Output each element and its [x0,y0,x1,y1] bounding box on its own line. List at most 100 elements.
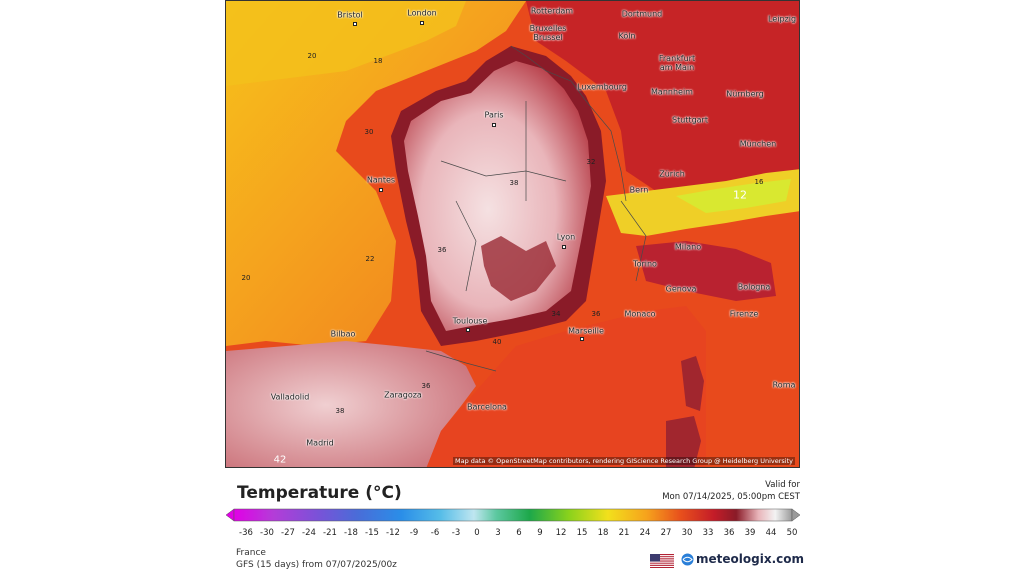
colorbar-tick-label: -30 [260,528,274,538]
colorbar-tick-label: -15 [365,528,379,538]
model-run-label: GFS (15 days) from 07/07/2025/00z [236,560,397,570]
contour-label: 40 [492,338,502,346]
brand-name: meteologix.com [696,552,804,566]
colorbar-tick-label: 15 [576,528,588,538]
legend-title: Temperature (°C) [237,483,402,503]
uk-area [226,1,466,86]
colorbar-tick-label: 33 [702,528,714,538]
city-label-dortmund: Dortmund [621,9,663,19]
city-label-leipzig: Leipzig [767,14,797,24]
city-label-stuttgart: Stuttgart [672,115,708,125]
mediterranean-area [426,306,706,467]
city-label-bologna: Bologna [737,282,771,292]
colorbar-tick-label: 6 [516,528,522,538]
colorbar-tick-label: 24 [639,528,651,538]
city-label-rotterdam: Rotterdam [530,6,574,16]
colorbar-tick-label: -6 [430,528,440,538]
colorbar-left-cap [226,508,235,522]
colorbar-tick-label: -36 [239,528,253,538]
map-attribution: Map data © OpenStreetMap contributors, r… [453,457,795,465]
city-dot-toulouse [466,328,470,332]
city-label-milano: Milano [674,242,702,252]
city-dot-bristol [353,22,357,26]
city-label-koln: Köln [618,31,636,41]
contour-label: 32 [586,158,596,166]
city-label-bilbao: Bilbao [330,329,356,339]
contour-label: 30 [364,128,374,136]
contour-label: 18 [373,57,383,65]
spain-area [226,341,476,467]
globe-icon [681,553,694,565]
city-label-firenze: Firenze [729,309,759,319]
contour-label: 16 [754,178,764,186]
contour-label: 36 [591,310,601,318]
city-label-frankfurt: Frankfurt am Main [658,54,696,72]
colorbar-tick-label: 50 [786,528,798,538]
colorbar-tick-label: -3 [451,528,461,538]
colorbar-tick-label: 12 [555,528,567,538]
colorbar-fill [233,508,793,522]
contour-label: 20 [241,274,251,282]
temperature-map[interactable]: Bristol London Rotterdam Dortmund Leipzi… [225,0,800,468]
colorbar-tick-label: -24 [302,528,316,538]
city-label-barcelona: Barcelona [467,402,507,412]
contour-label: 34 [551,310,561,318]
temperature-colorbar [226,508,800,522]
contour-label: 20 [307,52,317,60]
colorbar-tick-label: 0 [474,528,480,538]
city-label-roma: Roma [772,380,796,390]
city-label-lyon: Lyon [556,232,576,242]
colorbar-tick-label: -27 [281,528,295,538]
city-label-torino: Torino [633,259,657,269]
city-label-marseille: Marseille [568,326,604,336]
colorbar-tick-label: 39 [744,528,756,538]
meteologix-logo[interactable]: meteologix.com [681,552,804,566]
city-label-munchen: München [739,139,777,149]
colorbar-tick-label: 9 [537,528,543,538]
hotspot-blob [481,236,556,301]
contour-label: 42 [273,454,287,466]
contour-label: 22 [365,255,375,263]
region-label: France [236,548,266,558]
city-label-bern: Bern [629,185,649,195]
us-flag-icon[interactable] [650,554,674,568]
colorbar-tick-label: 44 [765,528,777,538]
colorbar-tick-label: 3 [495,528,501,538]
colorbar-tick-label: -12 [386,528,400,538]
contour-label: 38 [335,407,345,415]
city-label-paris: Paris [484,110,504,120]
po-valley [636,241,776,301]
map-layers [226,1,799,467]
city-label-valladolid: Valladolid [270,392,310,402]
colorbar-tick-label: 18 [597,528,609,538]
city-label-toulouse: Toulouse [452,316,488,326]
city-label-bristol: Bristol [337,10,363,20]
country-borders [425,45,647,372]
city-label-nantes: Nantes [366,175,396,185]
contour-label: 36 [421,382,431,390]
contour-label: 12 [733,188,747,202]
city-label-brussels: Bruxelles Brussel [529,24,567,42]
central-europe-area [526,1,799,201]
city-dot-london [420,21,424,25]
colorbar-tick-label: 36 [723,528,735,538]
city-dot-lyon [562,245,566,249]
alps-core [676,179,791,213]
colorbar-tick-label: -9 [409,528,419,538]
city-dot-paris [492,123,496,127]
corsica [681,356,704,411]
atlantic-area [226,1,526,346]
valid-for-label: Valid for [765,480,800,490]
contour-label: 36 [437,246,447,254]
colorbar-tick-label: 30 [681,528,693,538]
city-label-london: London [407,8,437,18]
city-dot-nantes [379,188,383,192]
city-label-mannheim: Mannheim [651,87,693,97]
city-label-zurich: Zürich [659,169,685,179]
city-label-nurnberg: Nürnberg [726,89,764,99]
city-label-monaco: Monaco [624,309,656,319]
city-label-zaragoza: Zaragoza [384,390,422,400]
sardinia [666,416,701,467]
city-label-genova: Genova [665,284,697,294]
valid-time: Mon 07/14/2025, 05:00pm CEST [662,492,800,502]
